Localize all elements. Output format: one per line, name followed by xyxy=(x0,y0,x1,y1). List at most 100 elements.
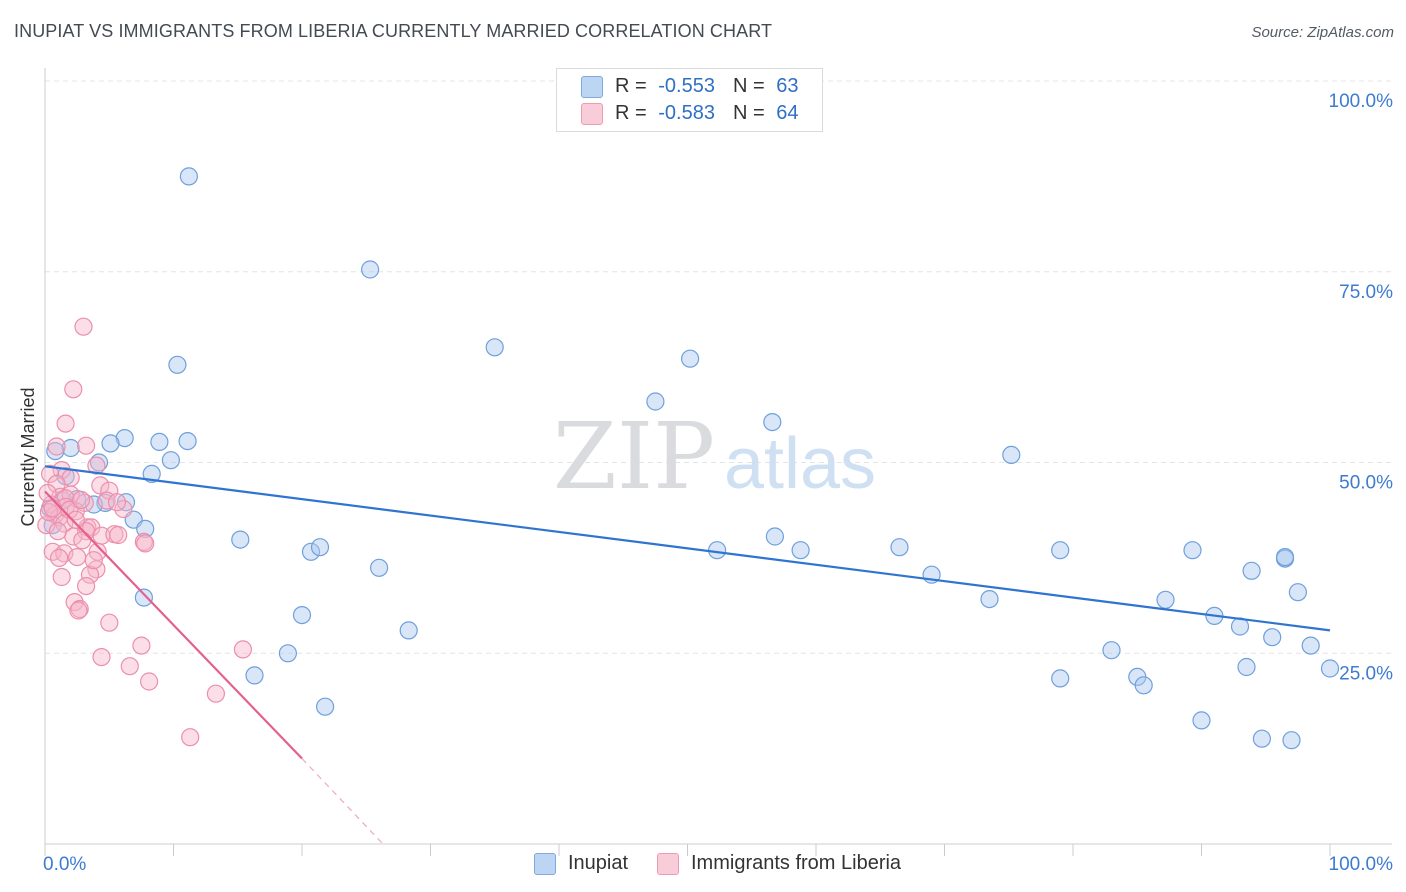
y-tick-label: 75.0% xyxy=(1339,282,1393,303)
inupiat-point xyxy=(1192,711,1211,730)
bottom-legend-label: Immigrants from Liberia xyxy=(691,852,902,874)
liberia-point xyxy=(69,601,88,620)
inupiat-point xyxy=(231,530,250,549)
liberia-point xyxy=(109,525,128,545)
inupiat-point xyxy=(1156,590,1175,609)
inupiat-point xyxy=(301,542,321,561)
inupiat-point xyxy=(142,464,161,483)
inupiat-point xyxy=(1134,676,1153,695)
inupiat-point xyxy=(1183,541,1202,560)
inupiat-point xyxy=(370,558,389,577)
inupiat-point xyxy=(1051,541,1070,560)
y-axis-title: Currently Married xyxy=(18,387,38,526)
inupiat-point xyxy=(680,349,700,368)
trend-lines xyxy=(44,465,1331,845)
inupiat-point xyxy=(168,355,187,374)
liberia-point xyxy=(91,476,110,495)
y-tick-label: 25.0% xyxy=(1339,663,1393,684)
chart-title: INUPIAT VS IMMIGRANTS FROM LIBERIA CURRE… xyxy=(14,21,773,41)
liberia-point xyxy=(64,380,83,399)
liberia-point xyxy=(87,456,106,475)
tick-labels: 25.0% 50.0% 75.0% 100.0% 0.0% 100.0% Currently… xyxy=(18,91,1393,875)
liberia-point xyxy=(74,317,93,336)
legend-r-value: -0.583 xyxy=(658,102,715,124)
inupiat-point xyxy=(1051,669,1070,688)
liberia-point xyxy=(48,522,68,541)
liberia-point xyxy=(84,551,103,570)
inupiat-swatch xyxy=(581,75,603,98)
inupiat-point xyxy=(980,589,999,609)
gridlines xyxy=(45,80,1392,654)
inupiat-point xyxy=(1002,445,1021,464)
liberia-point xyxy=(56,414,75,433)
inupiat-point xyxy=(161,451,180,470)
inupiat-point xyxy=(1301,636,1320,655)
inupiat-point xyxy=(646,392,665,411)
inupiat-point xyxy=(763,413,782,432)
inupiat-point xyxy=(1282,731,1301,750)
liberia-point xyxy=(67,547,87,567)
data-points xyxy=(37,167,1340,750)
inupiat-trend-line xyxy=(44,465,1331,632)
legend-r-label: R = xyxy=(615,102,647,124)
watermark-atlas: atlas xyxy=(724,424,876,504)
legend-n-value: 64 xyxy=(776,102,799,124)
inupiat-point xyxy=(61,438,80,458)
inupiat-point xyxy=(1275,547,1295,567)
legend-r-value: -0.553 xyxy=(658,75,715,97)
liberia-point xyxy=(136,534,155,553)
liberia-point xyxy=(140,672,159,691)
legend-n-label: N = xyxy=(732,75,765,97)
liberia-point xyxy=(114,499,133,519)
inupiat-point xyxy=(1102,641,1121,660)
liberia-point xyxy=(206,684,225,703)
inupiat-swatch xyxy=(534,852,556,875)
liberia-point xyxy=(40,464,60,483)
bottom-legend-liberia: Immigrants from Liberia xyxy=(657,852,901,875)
liberia-point xyxy=(107,493,127,512)
inupiat-point xyxy=(316,697,335,716)
legend-row-inupiat: R = -0.553 N = 63 xyxy=(581,75,799,98)
inupiat-point xyxy=(115,429,134,448)
inupiat-point xyxy=(178,432,197,451)
inupiat-point xyxy=(1263,628,1282,647)
liberia-trend-line xyxy=(44,490,303,760)
inupiat-point xyxy=(292,605,312,625)
liberia-point xyxy=(100,613,119,632)
watermark-zip: ZIP xyxy=(553,403,715,510)
liberia-point xyxy=(132,636,151,655)
inupiat-point xyxy=(150,432,169,451)
inupiat-point xyxy=(310,538,330,557)
inupiat-point xyxy=(245,666,264,685)
legend-r-label: R = xyxy=(615,75,647,97)
source-label: Source: ZipAtlas.com xyxy=(1251,24,1394,41)
liberia-point xyxy=(73,531,92,550)
inupiat-point xyxy=(707,541,727,560)
inupiat-point xyxy=(765,527,785,546)
inupiat-point xyxy=(278,644,297,663)
legend-row-liberia: R = -0.583 N = 64 xyxy=(581,102,799,125)
legend-n-label: N = xyxy=(732,102,765,124)
bottom-legend-inupiat: Inupiat xyxy=(534,852,628,875)
liberia-point xyxy=(80,565,100,584)
inupiat-point xyxy=(485,338,504,357)
watermark: ZIP atlas xyxy=(553,403,876,510)
y-tick-label: 100.0% xyxy=(1329,91,1394,112)
inupiat-point xyxy=(1252,729,1272,748)
inupiat-point xyxy=(1320,659,1340,678)
legend-n-value: 63 xyxy=(776,75,799,97)
liberia-trend-extension xyxy=(301,758,384,845)
liberia-point xyxy=(52,567,71,587)
inupiat-point xyxy=(179,167,198,186)
inupiat-point xyxy=(101,434,120,453)
inupiat-point xyxy=(399,621,418,640)
y-tick-label: 50.0% xyxy=(1339,473,1393,494)
inupiat-point xyxy=(1288,583,1308,602)
inupiat-point xyxy=(890,538,909,557)
liberia-point xyxy=(233,640,252,659)
liberia-point xyxy=(76,436,96,455)
correlation-legend: R = -0.553 N = 63 R = -0.583 N = 64 xyxy=(556,68,823,132)
inupiat-point xyxy=(361,260,380,279)
inupiat-point xyxy=(136,519,155,539)
